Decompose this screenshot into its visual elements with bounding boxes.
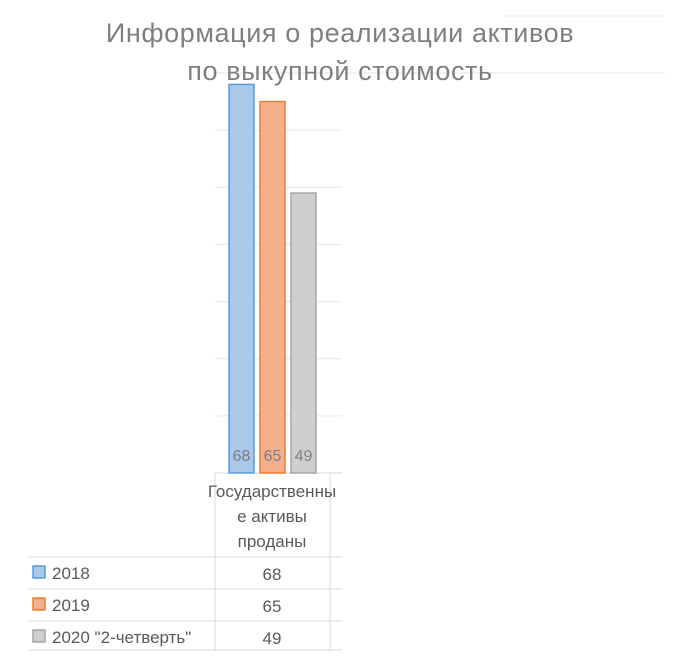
legend-label-2018: 2018	[52, 564, 90, 583]
legend-key-2020	[32, 629, 46, 643]
bars	[228, 83, 317, 474]
table-value-2019: 65	[263, 597, 282, 616]
legend-label-2019: 2019	[52, 596, 90, 615]
data-table: Государственны е активы проданы 2018 68 …	[28, 473, 342, 651]
chart-title-line-2: по выкупной стоимость	[187, 56, 492, 86]
bar-2019	[259, 100, 286, 474]
data-label-2019: 65	[264, 448, 282, 465]
table-value-2018: 68	[263, 565, 282, 584]
category-label-line-1: Государственны	[208, 482, 336, 501]
data-labels: 68 65 49	[233, 448, 313, 465]
bar-2020	[290, 192, 317, 474]
category-label-line-3: проданы	[238, 532, 307, 551]
category-label-line-2: е активы	[237, 507, 307, 526]
bar-2018	[228, 83, 255, 474]
legend-label-2020: 2020 "2-четверть"	[52, 628, 191, 647]
legend-key-2019	[32, 597, 46, 611]
legend-key-2018	[32, 565, 46, 579]
table-value-2020: 49	[263, 629, 282, 648]
data-label-2018: 68	[233, 448, 251, 465]
data-label-2020: 49	[295, 448, 313, 465]
chart-title-line-1: Информация о реализации активов	[106, 18, 574, 48]
